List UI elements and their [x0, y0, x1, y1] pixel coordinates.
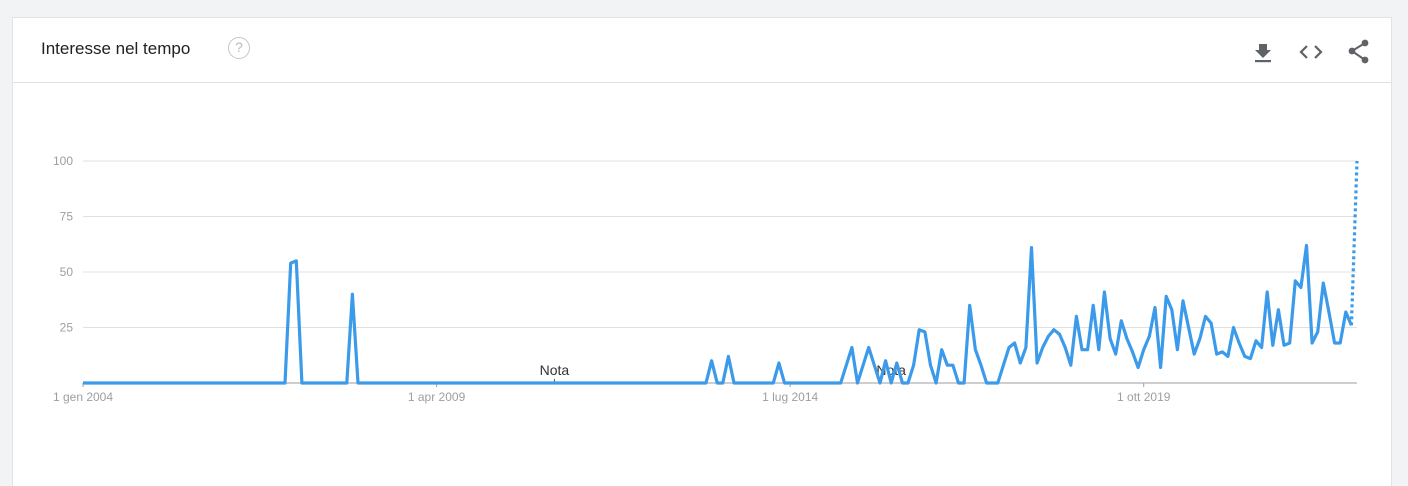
y-tick-label: 50	[60, 265, 74, 279]
y-tick-label: 75	[60, 210, 74, 224]
line-chart: 25 50 75 100 1 gen 2004 1 apr 2009 1 lug 2014 1…	[53, 154, 1359, 404]
x-tick-label: 1 gen 2004	[53, 390, 113, 404]
share-icon[interactable]	[1345, 38, 1373, 66]
embed-icon[interactable]	[1297, 38, 1325, 66]
x-tick-label: 1 lug 2014	[762, 390, 818, 404]
x-tick-label: 1 apr 2009	[408, 390, 466, 404]
interest-over-time-card: Interesse nel tempo ? 25 50 75 100 1 gen	[12, 17, 1392, 486]
series-line-partial	[1349, 160, 1359, 326]
x-tick-label: 1 ott 2019	[1117, 390, 1171, 404]
y-tick-label: 25	[60, 321, 74, 335]
annotation-label[interactable]: Nota	[540, 362, 570, 378]
series-line	[83, 243, 1353, 385]
help-icon[interactable]: ?	[228, 37, 250, 59]
card-header: Interesse nel tempo ?	[13, 18, 1391, 83]
download-icon[interactable]	[1249, 38, 1277, 66]
card-title: Interesse nel tempo	[41, 39, 191, 58]
y-tick-label: 100	[53, 154, 73, 168]
